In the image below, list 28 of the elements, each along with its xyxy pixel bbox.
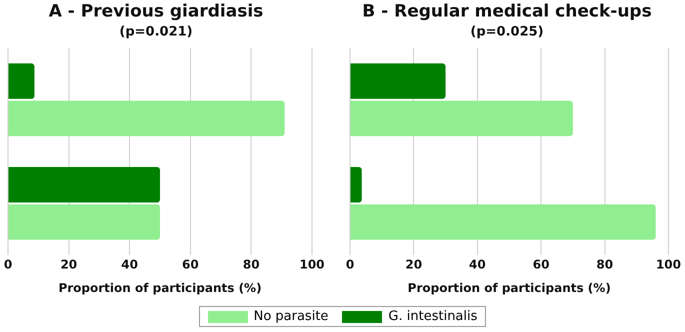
chart-subtitle: (p=0.021)	[119, 24, 193, 40]
x-tick-label: 80	[596, 258, 614, 272]
bar	[350, 204, 656, 240]
bar	[8, 63, 34, 99]
bar	[8, 204, 160, 240]
x-tick-label: 80	[242, 258, 260, 272]
x-axis-title: Proportion of participants (%)	[408, 280, 611, 295]
chart-title: A - Previous giardiasis	[48, 2, 264, 22]
bar	[350, 100, 573, 136]
chart-subtitle: (p=0.025)	[470, 24, 544, 40]
legend-label: G. intestinalis	[388, 309, 478, 324]
x-tick-label: 60	[182, 258, 199, 272]
x-tick-label: 40	[121, 258, 138, 272]
bar	[8, 167, 160, 202]
x-axis-title: Proportion of participants (%)	[58, 280, 262, 295]
bar	[350, 167, 362, 202]
x-tick-label: 60	[532, 258, 550, 272]
x-tick-label: 100	[656, 258, 682, 272]
legend-label: No parasite	[254, 309, 328, 324]
x-tick-label: 0	[4, 258, 12, 272]
x-tick-label: 20	[405, 258, 422, 272]
x-tick-label: 20	[60, 258, 78, 272]
x-tick-label: 40	[469, 258, 486, 272]
bar	[8, 100, 285, 136]
x-tick-label: 0	[346, 258, 354, 272]
chart-title: B - Regular medical check-ups	[362, 2, 652, 22]
x-tick-label: 100	[299, 258, 325, 272]
bar	[350, 63, 446, 99]
